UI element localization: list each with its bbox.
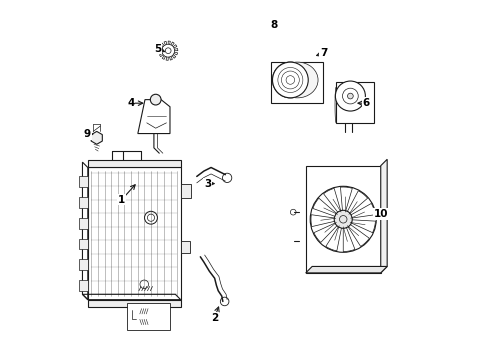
Bar <box>127 303 170 330</box>
Circle shape <box>272 62 308 98</box>
Text: 5: 5 <box>154 44 161 54</box>
Bar <box>79 280 88 291</box>
Bar <box>79 218 88 229</box>
Bar <box>79 197 88 208</box>
Text: 7: 7 <box>320 48 327 58</box>
Bar <box>88 300 181 307</box>
Text: 10: 10 <box>374 209 389 219</box>
Text: 1: 1 <box>118 195 125 204</box>
Text: 8: 8 <box>270 19 278 30</box>
Bar <box>181 241 190 253</box>
Bar <box>181 184 192 198</box>
Circle shape <box>150 94 161 105</box>
Bar <box>79 176 88 187</box>
Bar <box>79 239 88 249</box>
Polygon shape <box>381 159 387 273</box>
Text: 6: 6 <box>363 98 370 108</box>
Circle shape <box>334 210 352 228</box>
Bar <box>270 62 322 103</box>
Bar <box>306 166 381 273</box>
Text: 3: 3 <box>204 179 211 189</box>
Bar <box>88 167 181 300</box>
Bar <box>336 82 373 123</box>
Polygon shape <box>306 266 387 273</box>
Circle shape <box>335 81 366 111</box>
Circle shape <box>347 93 353 99</box>
Bar <box>88 160 181 167</box>
Circle shape <box>272 62 308 98</box>
Text: 2: 2 <box>211 312 218 323</box>
Bar <box>79 259 88 270</box>
Text: 4: 4 <box>127 98 134 108</box>
Ellipse shape <box>277 62 318 98</box>
Polygon shape <box>91 131 102 144</box>
Polygon shape <box>138 100 170 134</box>
Text: 9: 9 <box>84 129 91 139</box>
